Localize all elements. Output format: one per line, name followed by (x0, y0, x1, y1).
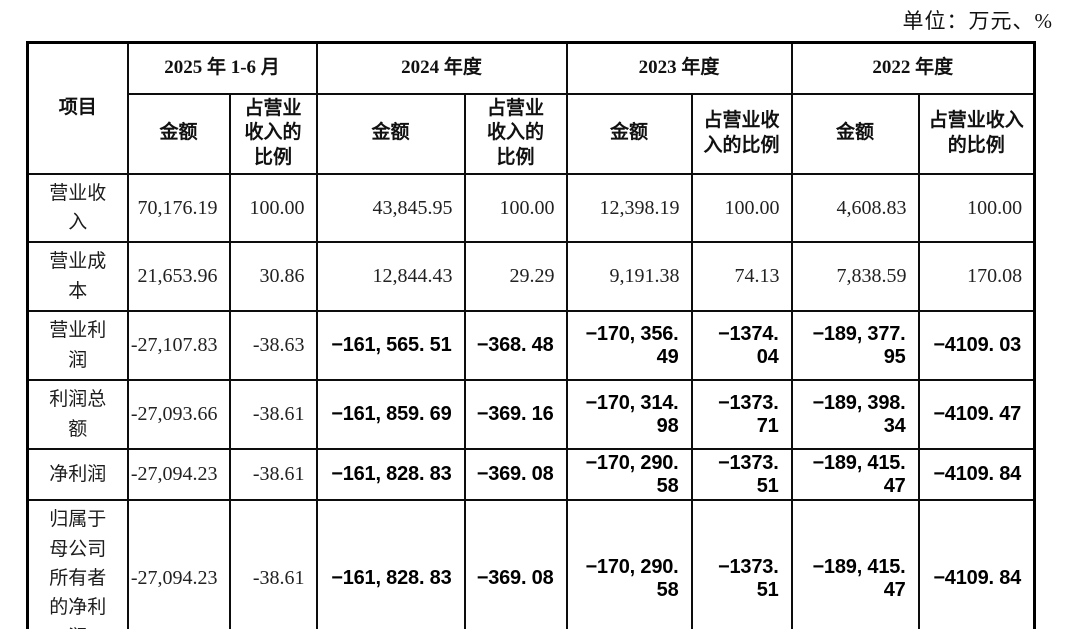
header-period-2025: 2025 年 1-6 月 (126, 41, 318, 95)
amount-cell-2023: −170, 290. 58 (565, 448, 693, 502)
row-net-profit-attributable-to-parent: 归属于母公司所有者的净利润 -27,094.23 -38.61 −161, 82… (26, 499, 1036, 629)
amount-cell-2025: -27,094.23 (126, 448, 231, 502)
row-label: 归属于母公司所有者的净利润 (26, 499, 129, 629)
header-row-periods: 项目 2025 年 1-6 月 2024 年度 2023 年度 2022 年度 (26, 41, 1036, 175)
ratio-cell-2024: 29.29 (463, 241, 568, 313)
ratio-cell-2025: 100.00 (228, 172, 318, 244)
ratio-cell-2022: 170.08 (917, 241, 1036, 313)
amount-cell-2024: −161, 859. 69 (315, 379, 466, 451)
amount-cell-2023: −170, 356. 49 (565, 310, 693, 382)
amount-cell-2023: −170, 314. 98 (565, 379, 693, 451)
row-label: 营业利润 (26, 310, 129, 382)
ratio-cell-2022: −4109. 03 (917, 310, 1036, 382)
ratio-cell-2023: −1373. 51 (690, 448, 793, 502)
amount-cell-2023: 12,398.19 (565, 172, 693, 244)
header-ratio-2024: 占营业 收入的 比例 (463, 92, 568, 175)
ratio-cell-2022: −4109. 47 (917, 379, 1036, 451)
ratio-cell-2024: −369. 08 (463, 448, 568, 502)
amount-cell-2023: 9,191.38 (565, 241, 693, 313)
amount-cell-2023: −170, 290. 58 (565, 499, 693, 629)
ratio-cell-2025: 30.86 (228, 241, 318, 313)
amount-cell-2022: 4,608.83 (790, 172, 920, 244)
financial-summary-table: 项目 2025 年 1-6 月 2024 年度 2023 年度 2022 年度 … (26, 41, 1037, 629)
ratio-cell-2023: 100.00 (690, 172, 793, 244)
ratio-cell-2024: −369. 08 (463, 499, 568, 629)
amount-cell-2022: −189, 415. 47 (790, 448, 920, 502)
unit-label: 单位：万元、% (902, 9, 1053, 33)
ratio-cell-2022: 100.00 (917, 172, 1036, 244)
amount-cell-2025: -27,107.83 (126, 310, 231, 382)
ratio-cell-2024: −369. 16 (463, 379, 568, 451)
header-ratio-2023: 占营业收 入的比例 (690, 92, 793, 175)
amount-cell-2024: −161, 565. 51 (315, 310, 466, 382)
header-amount-2025: 金额 (126, 92, 231, 175)
ratio-cell-2025: -38.61 (228, 448, 318, 502)
row-label: 营业成本 (26, 241, 129, 313)
amount-cell-2024: 43,845.95 (315, 172, 466, 244)
amount-cell-2025: 21,653.96 (126, 241, 231, 313)
ratio-cell-2025: -38.61 (228, 499, 318, 629)
header-amount-2022: 金额 (790, 92, 920, 175)
ratio-cell-2023: 74.13 (690, 241, 793, 313)
amount-cell-2022: −189, 398. 34 (790, 379, 920, 451)
amount-cell-2024: −161, 828. 83 (315, 448, 466, 502)
ratio-cell-2023: −1374. 04 (690, 310, 793, 382)
row-operating-profit: 营业利润 -27,107.83 -38.63 −161, 565. 51 −36… (26, 310, 1036, 382)
amount-cell-2025: 70,176.19 (126, 172, 231, 244)
amount-cell-2022: −189, 377. 95 (790, 310, 920, 382)
ratio-cell-2025: -38.61 (228, 379, 318, 451)
row-label: 净利润 (26, 448, 129, 502)
row-label: 利润总额 (26, 379, 129, 451)
row-operating-revenue: 营业收入 70,176.19 100.00 43,845.95 100.00 1… (26, 172, 1036, 244)
amount-cell-2025: -27,093.66 (126, 379, 231, 451)
header-amount-2023: 金额 (565, 92, 693, 175)
amount-cell-2022: 7,838.59 (790, 241, 920, 313)
amount-cell-2024: 12,844.43 (315, 241, 466, 313)
amount-cell-2025: -27,094.23 (126, 499, 231, 629)
amount-cell-2024: −161, 828. 83 (315, 499, 466, 629)
row-operating-cost: 营业成本 21,653.96 30.86 12,844.43 29.29 9,1… (26, 241, 1036, 313)
header-ratio-2022: 占营业收入 的比例 (917, 92, 1036, 175)
header-item-column: 项目 (26, 41, 129, 175)
row-label: 营业收入 (26, 172, 129, 244)
header-amount-2024: 金额 (315, 92, 466, 175)
header-period-2022: 2022 年度 (790, 41, 1036, 95)
amount-cell-2022: −189, 415. 47 (790, 499, 920, 629)
row-net-profit: 净利润 -27,094.23 -38.61 −161, 828. 83 −369… (26, 448, 1036, 502)
header-row-subcolumns: 金额 占营业 收入的 比例 金额 占营业 收入的 比例 金额 占营业收 入的比例… (28, 92, 1036, 175)
header-period-2024: 2024 年度 (315, 41, 568, 95)
ratio-cell-2022: −4109. 84 (917, 448, 1036, 502)
ratio-cell-2025: -38.63 (228, 310, 318, 382)
ratio-cell-2024: 100.00 (463, 172, 568, 244)
row-total-profit: 利润总额 -27,093.66 -38.61 −161, 859. 69 −36… (26, 379, 1036, 451)
ratio-cell-2023: −1373. 51 (690, 499, 793, 629)
ratio-cell-2023: −1373. 71 (690, 379, 793, 451)
header-ratio-2025: 占营业 收入的 比例 (228, 92, 318, 175)
ratio-cell-2024: −368. 48 (463, 310, 568, 382)
ratio-cell-2022: −4109. 84 (917, 499, 1036, 629)
header-period-2023: 2023 年度 (565, 41, 793, 95)
